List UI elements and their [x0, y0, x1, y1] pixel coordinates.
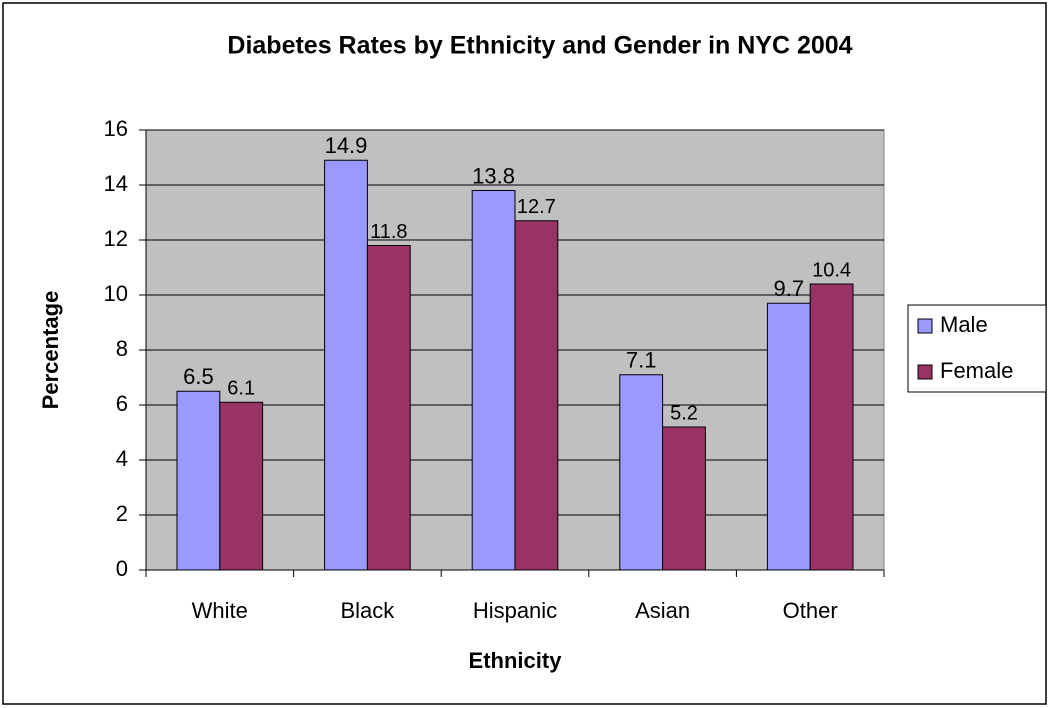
- x-axis-title: Ethnicity: [469, 648, 563, 673]
- bar: [324, 159, 368, 571]
- bar: [662, 426, 706, 571]
- data-label: 9.7: [774, 276, 805, 301]
- data-label: 14.9: [325, 133, 368, 158]
- bar: [809, 283, 854, 571]
- y-tick-label: 14: [104, 171, 128, 196]
- legend-swatch: [917, 364, 933, 380]
- bar: [514, 220, 559, 571]
- data-label: 6.1: [227, 378, 255, 400]
- data-label: 5.2: [670, 402, 698, 424]
- legend-swatch: [917, 318, 933, 334]
- x-tick-label: Other: [783, 598, 838, 623]
- x-tick-label: Hispanic: [473, 598, 557, 623]
- y-axis-title: Percentage: [38, 291, 63, 410]
- y-tick-label: 4: [116, 446, 128, 471]
- bar: [176, 390, 221, 571]
- legend-label: Male: [940, 312, 988, 337]
- x-tick-label: White: [192, 598, 248, 623]
- x-tick-label: Black: [341, 598, 396, 623]
- chart-title: Diabetes Rates by Ethnicity and Gender i…: [227, 32, 852, 60]
- data-label: 6.5: [183, 364, 214, 389]
- bar: [366, 245, 411, 571]
- bar: [219, 401, 264, 571]
- data-label: 10.4: [812, 259, 851, 281]
- x-tick-label: Asian: [635, 598, 690, 623]
- legend-label: Female: [940, 358, 1013, 383]
- data-label: 7.1: [626, 348, 657, 373]
- y-tick-label: 6: [116, 391, 128, 416]
- y-tick-label: 2: [116, 501, 128, 526]
- bar: [619, 374, 664, 571]
- y-tick-label: 10: [104, 281, 128, 306]
- data-label: 12.7: [517, 196, 556, 218]
- bar: [766, 302, 811, 571]
- data-label: 11.8: [370, 221, 407, 243]
- data-label: 13.8: [472, 163, 515, 188]
- y-tick-label: 16: [104, 116, 128, 141]
- y-tick-label: 0: [116, 556, 128, 581]
- y-tick-label: 8: [116, 336, 128, 361]
- y-tick-label: 12: [104, 226, 128, 251]
- bar: [471, 190, 516, 571]
